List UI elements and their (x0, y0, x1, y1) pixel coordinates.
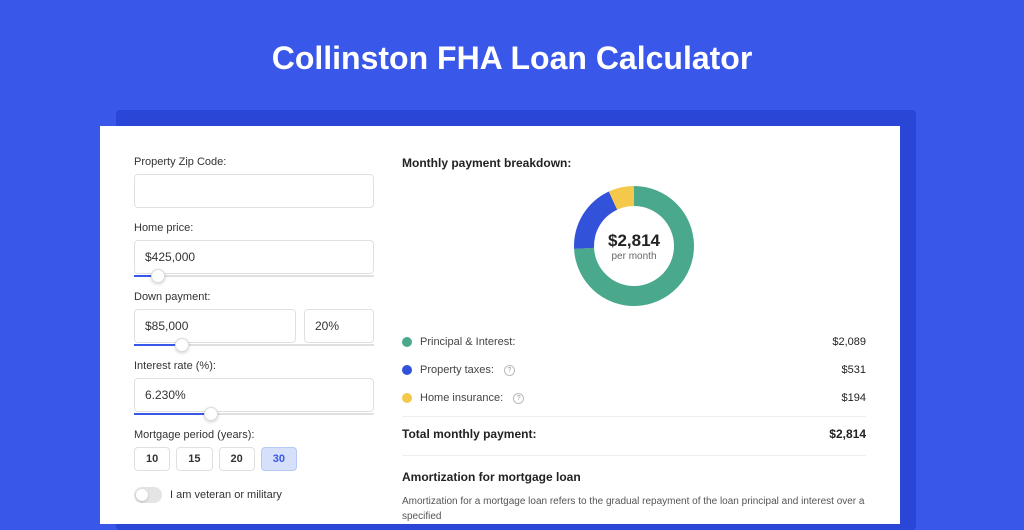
total-row: Total monthly payment: $2,814 (402, 416, 866, 455)
page-title: Collinston FHA Loan Calculator (0, 0, 1024, 105)
info-icon[interactable]: ? (504, 365, 515, 376)
donut-sub: per month (611, 251, 656, 262)
amortization-body: Amortization for a mortgage loan refers … (402, 494, 866, 524)
down-payment-label: Down payment: (134, 291, 374, 303)
interest-label: Interest rate (%): (134, 360, 374, 372)
donut-value: $2,814 (608, 231, 660, 251)
period-pill-15[interactable]: 15 (176, 447, 212, 471)
period-pills: 1015 2030 (134, 447, 374, 471)
legend-dot-pi (402, 337, 412, 347)
period-pill-30[interactable]: 30 (261, 447, 297, 471)
veteran-toggle[interactable] (134, 487, 162, 503)
period-label: Mortgage period (years): (134, 429, 374, 441)
breakdown-title: Monthly payment breakdown: (402, 156, 866, 170)
down-payment-input[interactable] (134, 309, 296, 343)
interest-input[interactable] (134, 378, 374, 412)
legend-dot-ins (402, 393, 412, 403)
home-price-label: Home price: (134, 222, 374, 234)
legend-amount-tax: $531 (842, 364, 866, 376)
legend-row-ins: Home insurance:? $194 (402, 384, 866, 412)
form-column: Property Zip Code: Home price: Down paym… (134, 156, 374, 524)
down-payment-field: Down payment: (134, 291, 374, 346)
home-price-input[interactable] (134, 240, 374, 274)
interest-slider[interactable] (134, 413, 374, 415)
interest-field: Interest rate (%): (134, 360, 374, 415)
legend-amount-pi: $2,089 (832, 336, 866, 348)
down-payment-pct-input[interactable] (304, 309, 374, 343)
total-amount: $2,814 (829, 427, 866, 441)
info-icon[interactable]: ? (513, 393, 524, 404)
amortization-title: Amortization for mortgage loan (402, 455, 866, 494)
legend-row-pi: Principal & Interest: $2,089 (402, 328, 866, 356)
zip-label: Property Zip Code: (134, 156, 374, 168)
legend-label-tax: Property taxes: (420, 364, 494, 376)
calculator-card: Property Zip Code: Home price: Down paym… (100, 126, 900, 524)
breakdown-column: Monthly payment breakdown: $2,814 per mo… (402, 156, 866, 524)
zip-input[interactable] (134, 174, 374, 208)
legend-row-tax: Property taxes:? $531 (402, 356, 866, 384)
zip-field: Property Zip Code: (134, 156, 374, 208)
down-payment-slider[interactable] (134, 344, 374, 346)
veteran-row: I am veteran or military (134, 487, 374, 503)
total-label: Total monthly payment: (402, 427, 536, 441)
veteran-label: I am veteran or military (170, 489, 282, 501)
legend-dot-tax (402, 365, 412, 375)
home-price-field: Home price: (134, 222, 374, 277)
legend-label-pi: Principal & Interest: (420, 336, 515, 348)
period-field: Mortgage period (years): 1015 2030 (134, 429, 374, 471)
donut-wrap: $2,814 per month (402, 182, 866, 310)
home-price-slider[interactable] (134, 275, 374, 277)
legend-amount-ins: $194 (842, 392, 866, 404)
legend-label-ins: Home insurance: (420, 392, 503, 404)
legend: Principal & Interest: $2,089 Property taxe… (402, 328, 866, 412)
payment-donut-chart: $2,814 per month (570, 182, 698, 310)
donut-center: $2,814 per month (570, 182, 698, 310)
period-pill-20[interactable]: 20 (219, 447, 255, 471)
period-pill-10[interactable]: 10 (134, 447, 170, 471)
